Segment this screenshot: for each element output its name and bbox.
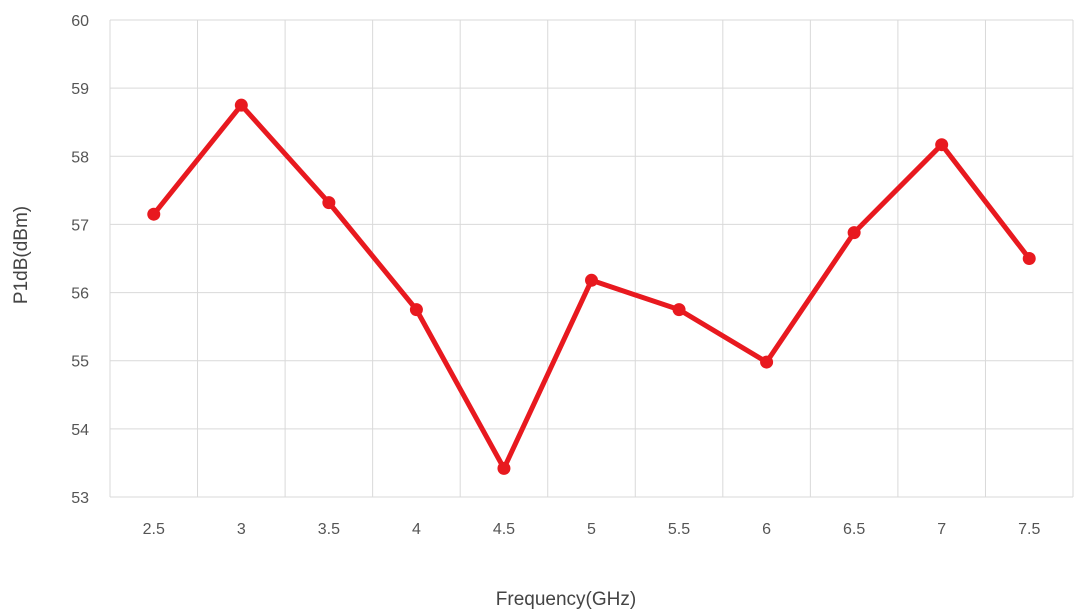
data-point xyxy=(672,303,686,317)
data-point xyxy=(585,273,598,287)
x-tick-label: 7 xyxy=(937,521,946,538)
x-axis-title: Frequency(GHz) xyxy=(496,589,636,610)
data-point xyxy=(322,196,336,210)
x-tick-label: 5 xyxy=(587,521,596,538)
x-tick-label: 6 xyxy=(762,521,771,538)
data-point xyxy=(147,207,161,221)
data-point xyxy=(409,303,423,317)
gridlines xyxy=(109,19,1074,498)
data-point xyxy=(1022,252,1036,265)
data-point xyxy=(935,138,949,152)
y-axis-tick-labels: 53 54 55 56 57 58 59 60 xyxy=(71,13,89,507)
data-point xyxy=(847,226,861,240)
y-axis-title: P1dB(dBm) xyxy=(11,206,32,304)
y-tick-label: 55 xyxy=(71,354,89,371)
x-tick-label: 5.5 xyxy=(668,521,690,538)
data-point xyxy=(497,461,511,475)
y-tick-label: 57 xyxy=(71,217,89,234)
x-tick-label: 6.5 xyxy=(843,521,865,538)
x-tick-label: 4 xyxy=(412,521,421,538)
x-tick-label: 3.5 xyxy=(318,521,340,538)
data-point xyxy=(760,355,774,369)
x-axis-tick-labels: 2.5 3 3.5 4 4.5 5 5.5 6 6.5 7 7.5 xyxy=(143,521,1041,538)
series-layer xyxy=(147,98,1036,475)
y-tick-label: 53 xyxy=(71,490,89,507)
x-tick-label: 4.5 xyxy=(493,521,515,538)
data-point xyxy=(234,98,248,112)
y-tick-label: 59 xyxy=(71,81,89,98)
y-tick-label: 56 xyxy=(71,286,89,303)
x-tick-label: 3 xyxy=(237,521,246,538)
y-tick-label: 58 xyxy=(71,149,89,166)
x-tick-label: 7.5 xyxy=(1018,521,1040,538)
y-tick-label: 54 xyxy=(71,422,89,439)
x-tick-label: 2.5 xyxy=(143,521,165,538)
y-tick-label: 60 xyxy=(71,13,89,30)
